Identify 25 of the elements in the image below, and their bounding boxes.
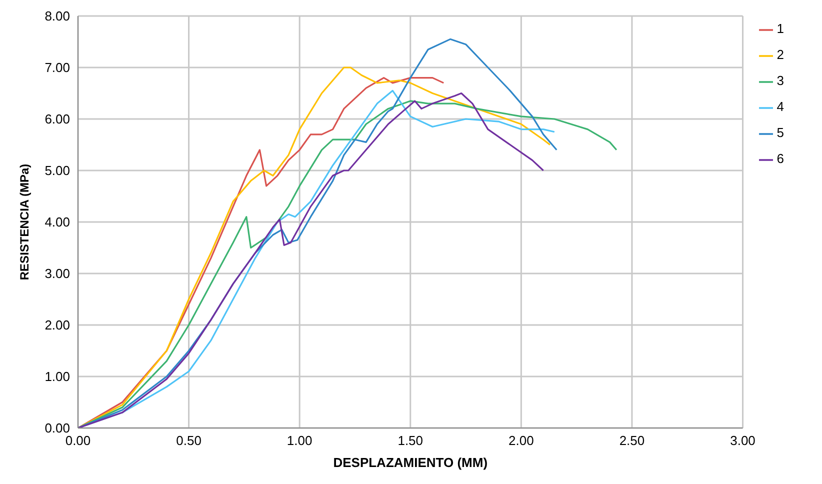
x-axis-title: DESPLAZAMIENTO (MM) <box>333 455 488 470</box>
legend-label: 2 <box>776 47 784 62</box>
x-tick-label: 1.50 <box>398 433 424 448</box>
y-tick-label: 0.00 <box>44 420 70 436</box>
legend-label: 3 <box>776 73 784 88</box>
legend-label: 1 <box>776 21 784 36</box>
y-tick-label: 4.00 <box>44 214 70 230</box>
x-tick-label: 2.00 <box>508 433 534 448</box>
legend-label: 6 <box>776 151 784 166</box>
y-tick-label: 8.00 <box>44 8 70 24</box>
legend-label: 5 <box>776 125 784 140</box>
y-tick-label: 6.00 <box>44 112 70 127</box>
x-tick-label: 0.50 <box>176 433 202 448</box>
y-tick-label: 2.00 <box>44 318 70 333</box>
x-tick-label: 1.00 <box>286 433 312 448</box>
y-axis-title: RESISTENCIA (MPa) <box>17 164 32 280</box>
legend-label: 4 <box>776 99 784 114</box>
x-tick-label: 3.00 <box>730 433 756 448</box>
x-tick-label: 0.00 <box>65 433 91 448</box>
y-tick-label: 7.00 <box>44 60 70 76</box>
y-tick-label: 1.00 <box>44 369 70 384</box>
y-tick-label: 3.00 <box>44 266 70 282</box>
line-series <box>78 77 444 428</box>
x-tick-label: 2.50 <box>619 433 645 448</box>
y-tick-label: 5.00 <box>44 163 70 178</box>
